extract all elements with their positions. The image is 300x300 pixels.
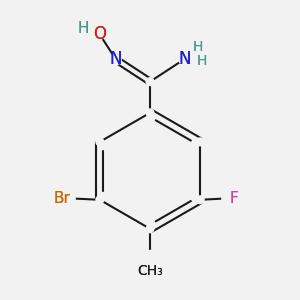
Text: H: H [192,40,203,54]
Circle shape [196,138,204,146]
Text: H: H [77,21,89,36]
Text: H: H [192,40,203,54]
Circle shape [146,225,154,232]
Text: Br: Br [54,191,70,206]
Circle shape [179,54,190,65]
Circle shape [78,23,88,34]
Text: H: H [77,21,89,36]
Text: CH₃: CH₃ [137,264,163,278]
Circle shape [96,196,104,204]
Circle shape [94,29,105,39]
Text: O: O [93,25,106,43]
Circle shape [62,192,75,205]
Text: N: N [178,50,190,68]
Text: Br: Br [54,191,70,206]
Circle shape [96,138,104,146]
Text: N: N [178,50,190,68]
Text: H: H [197,54,207,68]
Circle shape [143,250,157,263]
Text: N: N [110,50,122,68]
Text: CH₃: CH₃ [137,264,163,278]
Circle shape [146,78,154,86]
Text: N: N [110,50,122,68]
Circle shape [146,109,154,117]
Text: O: O [93,25,106,43]
Text: F: F [230,191,238,206]
Circle shape [110,54,121,65]
Text: F: F [230,191,238,206]
Text: H: H [197,54,207,68]
Circle shape [222,192,235,205]
Circle shape [196,196,204,204]
